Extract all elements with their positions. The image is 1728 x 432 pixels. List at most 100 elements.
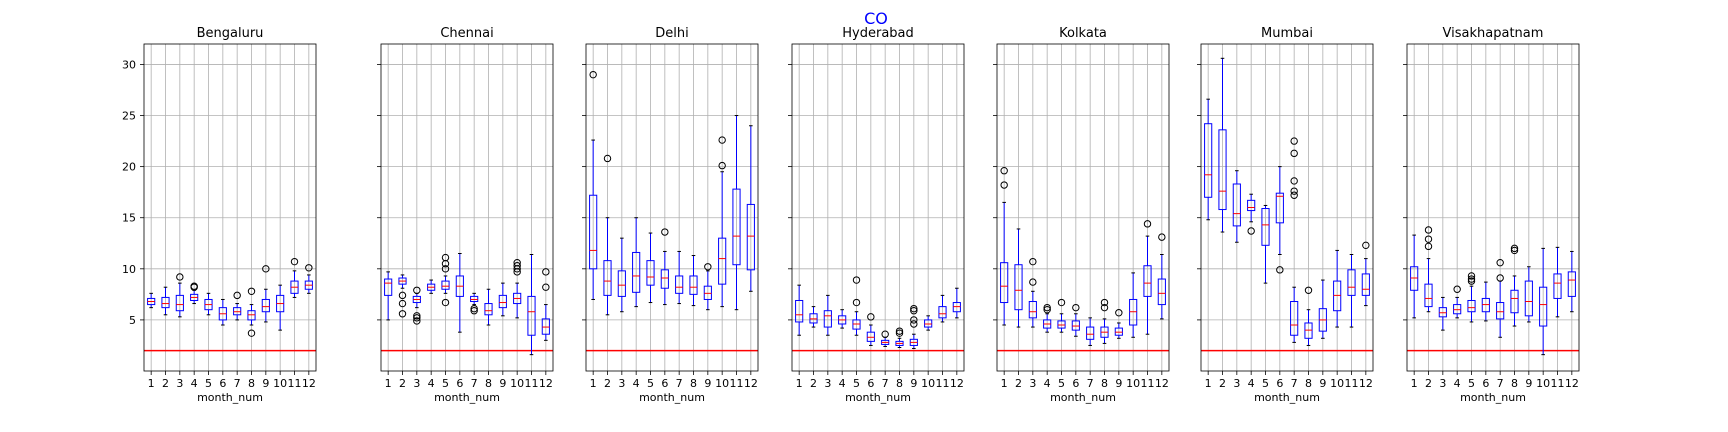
x-tick-label: 7 <box>882 377 889 390</box>
outlier-point <box>1362 241 1370 250</box>
box-iqr <box>1157 278 1166 306</box>
box-iqr <box>1057 320 1066 329</box>
outlier-point <box>1029 278 1037 286</box>
outlier-point <box>718 136 726 144</box>
box-month-6 <box>1275 166 1284 274</box>
x-tick-label: 9 <box>262 377 269 390</box>
plot-area <box>1407 44 1579 371</box>
x-tick-label: 3 <box>618 377 625 390</box>
box-month-4 <box>427 279 436 294</box>
box-month-5 <box>852 276 861 336</box>
box-iqr <box>1410 266 1419 291</box>
outlier-point <box>603 154 612 163</box>
panel-title: Kolkata <box>1059 26 1107 41</box>
box-month-1 <box>1410 234 1419 319</box>
box-iqr <box>1086 326 1095 340</box>
outlier-point <box>470 307 478 315</box>
outlier-point <box>661 228 669 236</box>
outlier-point <box>190 282 198 290</box>
x-tick-label: 8 <box>1101 377 1108 390</box>
box-month-2 <box>1218 57 1227 233</box>
box-month-2 <box>603 154 612 316</box>
x-tick-label: 11 <box>1345 377 1359 390</box>
x-axis-label: month_num <box>1460 391 1526 404</box>
x-tick-label: 7 <box>1291 377 1298 390</box>
outlier-point <box>398 299 407 308</box>
x-tick-label: 10 <box>921 377 935 390</box>
outlier-point <box>1000 167 1008 175</box>
panel-title: Hyderabad <box>842 26 914 41</box>
x-tick-label: 7 <box>234 377 241 390</box>
box-month-9 <box>1114 309 1123 339</box>
box-iqr <box>527 295 536 336</box>
outlier-point <box>513 262 521 270</box>
outlier-point <box>1510 246 1519 255</box>
outlier-point <box>910 320 918 328</box>
box-month-3 <box>1028 257 1037 328</box>
x-tick-label: 10 <box>715 377 729 390</box>
box-iqr <box>852 319 861 330</box>
box-month-9 <box>261 265 270 323</box>
box-month-12 <box>1157 233 1166 320</box>
x-tick-label: 8 <box>1511 377 1518 390</box>
outlier-point <box>1290 187 1298 195</box>
box-month-4 <box>1043 303 1052 333</box>
box-month-11 <box>732 115 741 311</box>
x-tick-label: 4 <box>428 377 435 390</box>
box-month-11 <box>1553 246 1562 318</box>
box-month-8 <box>895 327 904 348</box>
x-tick-label: 9 <box>499 377 506 390</box>
x-tick-label: 4 <box>633 377 640 390</box>
x-tick-label: 8 <box>248 377 255 390</box>
outlier-point <box>1467 272 1476 280</box>
outlier-point <box>1467 275 1476 283</box>
box-month-7 <box>675 250 684 305</box>
outlier-point <box>305 264 313 272</box>
box-iqr <box>746 203 755 271</box>
box-month-8 <box>689 255 698 307</box>
box-month-8 <box>1304 286 1313 346</box>
x-tick-label: 11 <box>1141 377 1155 390</box>
outlier-point <box>1424 235 1433 243</box>
box-month-8 <box>1510 244 1519 327</box>
x-tick-label: 3 <box>824 377 831 390</box>
box-month-11 <box>1143 220 1152 335</box>
outlier-point <box>290 257 299 266</box>
x-tick-label: 9 <box>704 377 711 390</box>
outlier-point <box>1424 242 1433 251</box>
panel-title: Bengaluru <box>197 26 264 41</box>
x-tick-label: 10 <box>1536 377 1550 390</box>
outlier-point <box>441 253 450 262</box>
outlier-point <box>262 265 270 273</box>
box-month-7 <box>1086 317 1095 346</box>
outlier-point <box>398 310 407 318</box>
box-month-10 <box>718 136 727 308</box>
box-month-4 <box>632 217 641 308</box>
box-iqr <box>703 285 712 300</box>
outlier-point <box>1510 244 1519 253</box>
x-tick-label: 4 <box>1044 377 1051 390</box>
box-iqr <box>441 280 450 290</box>
box-iqr <box>823 310 832 328</box>
x-tick-label: 5 <box>1468 377 1475 390</box>
outlier-point <box>1496 258 1504 267</box>
x-tick-label: 2 <box>1219 377 1226 390</box>
outlier-point <box>1100 298 1109 307</box>
box-iqr <box>938 306 947 319</box>
y-tick-label: 20 <box>122 161 136 174</box>
box-month-5 <box>204 292 213 316</box>
x-tick-label: 5 <box>647 377 654 390</box>
outlier-point <box>542 283 550 291</box>
box-month-2 <box>398 274 407 318</box>
x-tick-label: 2 <box>399 377 406 390</box>
box-month-8 <box>1100 298 1109 344</box>
box-iqr <box>617 270 626 297</box>
box-month-12 <box>1361 241 1370 307</box>
box-iqr <box>1232 183 1241 227</box>
box-month-4 <box>1453 285 1462 319</box>
